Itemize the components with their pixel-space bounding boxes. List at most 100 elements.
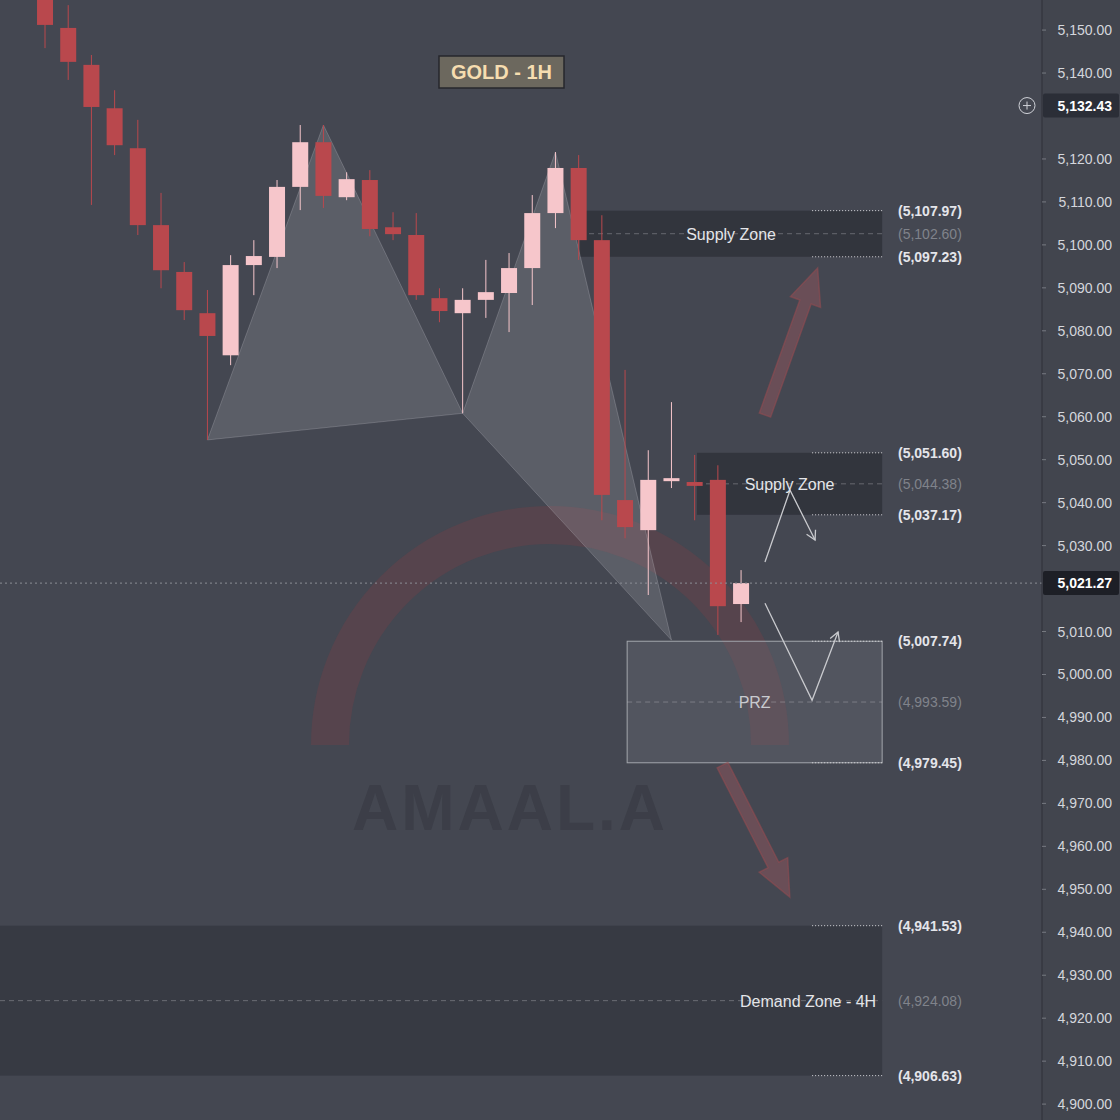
candle-body <box>223 265 239 355</box>
y-tick <box>1042 803 1046 804</box>
zone-bottom-line <box>812 762 882 763</box>
candle-body <box>246 256 262 265</box>
y-tick-label: 4,940.00 <box>1058 924 1113 940</box>
candle-body <box>292 142 308 187</box>
candle-wick <box>393 212 394 240</box>
projection-arrow <box>717 762 790 897</box>
zone-bottom-line <box>812 514 882 515</box>
plot-area <box>0 0 1042 1076</box>
candle-body <box>478 292 494 300</box>
y-tick <box>1042 889 1046 890</box>
zone-price-label: (4,906.63) <box>898 1068 962 1084</box>
candle-wick <box>694 455 695 520</box>
zone-top-line <box>812 452 882 453</box>
candle-body <box>339 179 355 197</box>
candle-body <box>362 180 378 229</box>
zone-top-line <box>812 210 882 211</box>
y-tick-label: 4,990.00 <box>1058 709 1113 725</box>
y-tick <box>1042 760 1046 761</box>
pattern-triangle <box>463 152 672 640</box>
y-tick-label: 4,910.00 <box>1058 1053 1113 1069</box>
candle-body <box>663 478 679 481</box>
y-tick <box>1042 1061 1046 1062</box>
y-tick <box>1042 932 1046 933</box>
candle-body <box>501 268 517 293</box>
axis-background <box>1042 0 1120 1120</box>
zone-price-label: (5,051.60) <box>898 445 962 461</box>
last-price-box <box>1043 571 1119 595</box>
y-tick-label: 5,120.00 <box>1058 151 1113 167</box>
y-tick-label: 5,070.00 <box>1058 366 1113 382</box>
y-tick-label: 5,090.00 <box>1058 280 1113 296</box>
crosshair-icon <box>1019 98 1035 114</box>
candle-body <box>385 227 401 234</box>
y-tick-label: 5,000.00 <box>1058 666 1113 682</box>
zone-box <box>627 641 882 763</box>
zone-price-label: (4,924.08) <box>898 993 962 1009</box>
projection-path <box>765 490 815 562</box>
y-tick <box>1042 502 1046 503</box>
cursor-price-box <box>1043 94 1119 118</box>
chart: AMAAL.A4,900.004,910.004,920.004,930.004… <box>0 0 1120 1120</box>
zone-label: PRZ <box>739 694 771 711</box>
y-tick <box>1042 287 1046 288</box>
zone-box <box>0 926 882 1076</box>
y-tick <box>1042 330 1046 331</box>
projection-path <box>765 603 838 700</box>
candle-body <box>408 235 424 295</box>
y-tick-label: 5,030.00 <box>1058 538 1113 554</box>
zone-price-label: (5,037.17) <box>898 507 962 523</box>
candle-body <box>547 168 563 213</box>
candle-body <box>640 480 656 530</box>
y-tick <box>1042 30 1046 31</box>
cursor-price-label: 5,132.43 <box>1058 98 1113 114</box>
candle-body <box>431 298 447 311</box>
title: GOLD - 1H <box>451 61 552 83</box>
candle-body <box>199 313 215 336</box>
candle-body <box>455 300 471 313</box>
candle-body <box>37 0 53 25</box>
last-price-label: 5,021.27 <box>1058 575 1113 591</box>
candle-body <box>83 65 99 107</box>
candle-body <box>617 500 633 527</box>
y-tick-label: 4,930.00 <box>1058 967 1113 983</box>
y-tick <box>1042 717 1046 718</box>
y-tick <box>1042 1104 1046 1105</box>
crosshair-icon <box>1027 102 1028 110</box>
zone-price-label: (5,007.74) <box>898 633 962 649</box>
y-tick-label: 4,960.00 <box>1058 838 1113 854</box>
y-tick <box>1042 201 1046 202</box>
y-tick <box>1042 631 1046 632</box>
zone-price-label: (5,097.23) <box>898 249 962 265</box>
projection-arrowhead <box>807 530 816 540</box>
candle-wick <box>207 290 208 440</box>
y-tick <box>1042 416 1046 417</box>
candle-body <box>176 272 192 310</box>
candle-body <box>315 142 331 196</box>
zone-bottom-line <box>812 1075 882 1076</box>
candle-body <box>710 480 726 606</box>
y-tick <box>1042 674 1046 675</box>
pattern-triangle <box>207 125 462 440</box>
title-box <box>439 56 564 88</box>
candle-body <box>153 225 169 270</box>
y-tick-label: 5,100.00 <box>1058 237 1113 253</box>
y-tick <box>1042 545 1046 546</box>
projection-arrowhead <box>830 632 839 642</box>
y-tick-label: 5,080.00 <box>1058 323 1113 339</box>
y-tick <box>1042 975 1046 976</box>
zone-price-label: (4,993.59) <box>898 694 962 710</box>
y-tick <box>1042 373 1046 374</box>
zone-price-label: (4,979.45) <box>898 755 962 771</box>
y-tick <box>1042 846 1046 847</box>
y-tick-label: 5,150.00 <box>1058 22 1113 38</box>
candle-wick <box>671 402 672 488</box>
candle-wick <box>253 240 254 295</box>
candle-body <box>107 108 123 145</box>
zone-label: Supply Zone <box>686 226 776 243</box>
projection-arrow <box>759 268 820 417</box>
candle-body <box>60 28 76 62</box>
y-tick <box>1042 459 1046 460</box>
y-axis-line <box>1042 0 1043 1120</box>
zone-bottom-line <box>812 256 882 257</box>
